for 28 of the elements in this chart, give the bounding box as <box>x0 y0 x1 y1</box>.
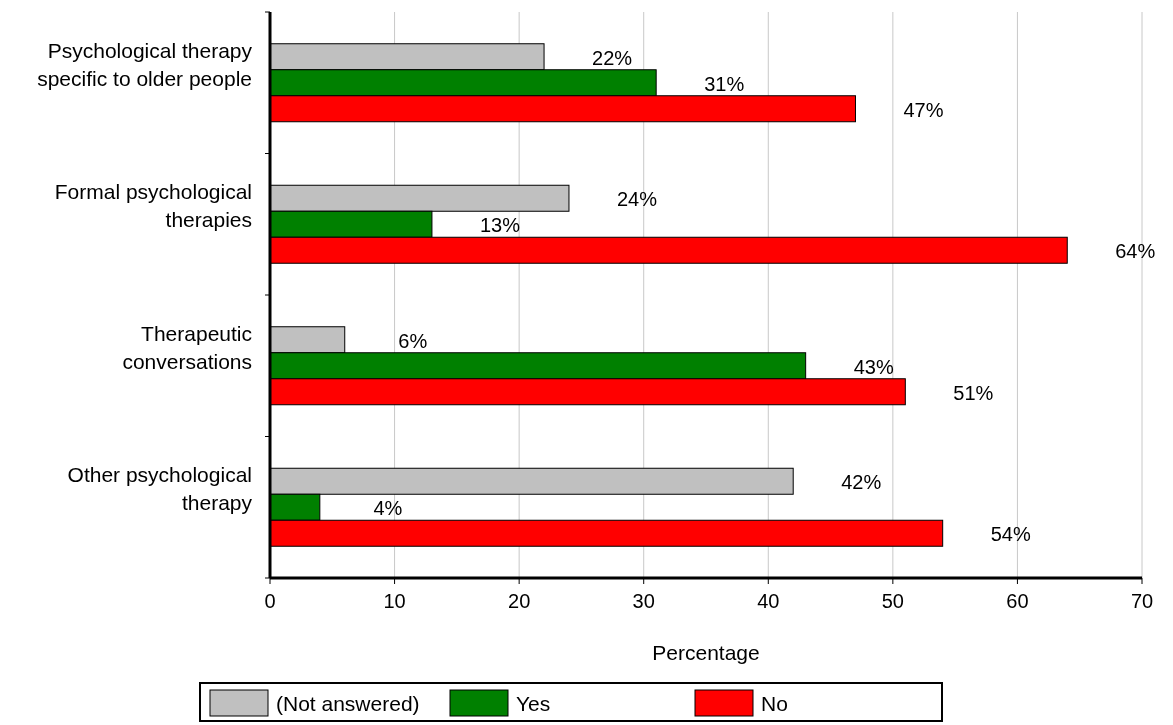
data-label: 43% <box>853 355 894 378</box>
legend-label: (Not answered) <box>276 692 420 715</box>
data-label: 24% <box>616 188 658 211</box>
x-axis-title: Percentage <box>652 641 760 664</box>
legend-label: Yes <box>516 692 551 715</box>
y-tick-label: Other psychological therapy <box>67 463 253 515</box>
y-tick-label: Formal psychological therapies <box>54 180 252 232</box>
data-label: 4% <box>373 497 403 520</box>
x-tick-label: 30 <box>632 590 655 612</box>
data-label: 54% <box>990 523 1031 546</box>
data-label: 22% <box>592 46 633 69</box>
x-tick-label: 50 <box>881 590 904 612</box>
x-tick-label: 10 <box>383 590 406 612</box>
data-label: 64% <box>1115 240 1156 263</box>
x-tick-label: 40 <box>757 590 780 612</box>
y-tick-label: Psychological therapy specific to older people <box>37 38 253 90</box>
data-label: 6% <box>398 329 428 352</box>
x-tick-label: 60 <box>1006 590 1029 612</box>
data-label: 42% <box>841 471 882 494</box>
x-tick-label: 20 <box>508 590 531 612</box>
legend-label: No <box>761 692 788 715</box>
data-label: 31% <box>704 72 745 95</box>
x-tick-label: 70 <box>1130 590 1154 612</box>
data-label: 51% <box>953 381 994 404</box>
y-tick-label: Therapeutic conversations <box>122 321 252 373</box>
x-tick-label: 0 <box>264 590 276 612</box>
data-label: 47% <box>903 98 944 121</box>
data-label: 13% <box>479 214 521 237</box>
